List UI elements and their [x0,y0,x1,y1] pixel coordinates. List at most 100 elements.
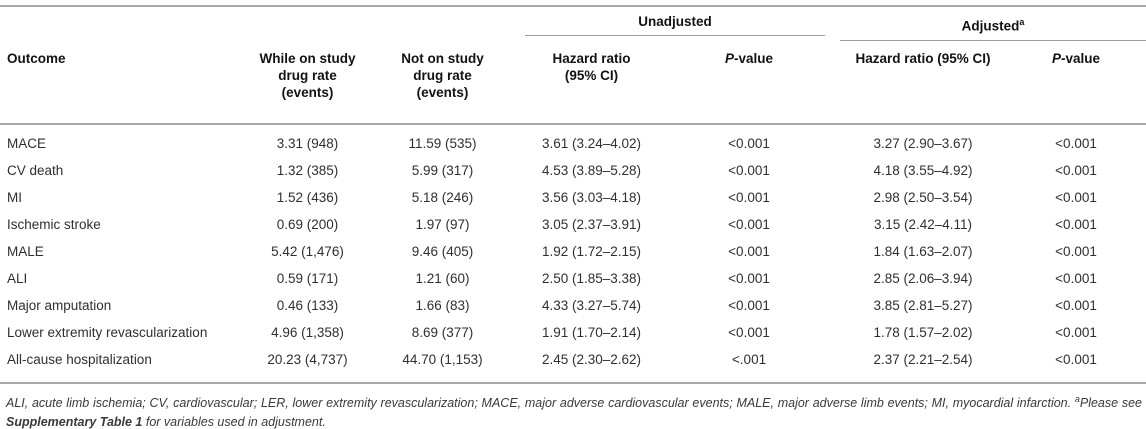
footnote-abbreviations: ALI, acute limb ischemia; CV, cardiovasc… [6,396,1075,411]
group-header-row: Unadjusted Adjusteda [0,6,1146,41]
adjusted-hr-column-header: Hazard ratio (95% CI) [840,41,1007,125]
on-drug-rate-cell: 1.32 (385) [276,163,339,178]
outcome-cell: CV death [7,163,64,178]
table-row: MALE 5.42 (1,476) 9.46 (405) 1.92 (1.72–… [0,238,1146,265]
adjusted-hr-cell: 1.84 (1.63–2.07) [873,244,973,259]
unadjusted-hr-header-line: Hazard ratio [552,51,631,66]
on-drug-rate-cell: 3.31 (948) [276,136,339,151]
outcome-cell: All-cause hospitalization [7,352,152,367]
unadjusted-hr-header-line: (95% CI) [564,68,619,83]
on-drug-rate-cell: 0.46 (133) [276,298,339,313]
outcome-column-header: Outcome [0,41,240,125]
on-drug-rate-cell: 1.52 (436) [276,190,339,205]
off-drug-rate-cell: 1.97 (97) [415,217,470,232]
table-row: Ischemic stroke 0.69 (200) 1.97 (97) 3.0… [0,211,1146,238]
unadjusted-pvalue-cell: <0.001 [728,217,770,232]
unadjusted-pvalue-cell: <0.001 [728,190,770,205]
gap-cell [825,292,840,319]
adjusted-pvalue-cell: <0.001 [1055,244,1097,259]
off-drug-header-line: (events) [416,85,469,100]
column-gap [825,41,841,125]
footnote-marker: a [1074,394,1080,404]
adjusted-pvalue-cell: <0.001 [1055,217,1097,232]
off-drug-rate-cell: 8.69 (377) [411,325,474,340]
adjusted-hr-cell: 3.15 (2.42–4.11) [873,217,973,232]
unadjusted-pvalue-column-header: P-value [673,41,826,125]
adjusted-pvalue-cell: <0.001 [1055,352,1097,367]
adjusted-pvalue-cell: <0.001 [1055,325,1097,340]
off-drug-rate-cell: 44.70 (1,153) [402,352,483,367]
gap-cell [825,157,840,184]
on-drug-rate-cell: 0.59 (171) [276,271,339,286]
table-body: MACE 3.31 (948) 11.59 (535) 3.61 (3.24–4… [0,124,1146,383]
off-drug-rate-cell: 1.66 (83) [415,298,470,313]
p-suffix: -value [734,51,774,66]
table-row: MI 1.52 (436) 5.18 (246) 3.56 (3.03–4.18… [0,184,1146,211]
hazard-ratio-table: Unadjusted Adjusteda Outcome While on st… [0,5,1146,384]
table-row: CV death 1.32 (385) 5.99 (317) 4.53 (3.8… [0,157,1146,184]
unadjusted-group-header: Unadjusted [510,6,826,41]
outcome-cell: Lower extremity revascularization [7,325,208,340]
p-italic: P [1051,51,1061,66]
adjusted-pvalue-cell: <0.001 [1055,136,1097,151]
adjusted-pvalue-cell: <0.001 [1055,190,1097,205]
adjusted-pvalue-cell: <0.001 [1055,298,1097,313]
adjusted-hr-cell: 4.18 (3.55–4.92) [873,163,973,178]
on-drug-rate-cell: 0.69 (200) [276,217,339,232]
gap-cell [825,184,840,211]
unadjusted-hr-column-header: Hazard ratio (95% CI) [510,41,673,125]
unadjusted-hr-cell: 4.53 (3.89–5.28) [541,163,642,178]
outcome-cell: Ischemic stroke [7,217,101,232]
adjusted-hr-cell: 2.85 (2.06–3.94) [873,271,973,286]
adjusted-group-label: Adjusted [961,18,1020,34]
unadjusted-pvalue-cell: <0.001 [728,271,770,286]
outcome-cell: MALE [7,244,44,259]
unadjusted-hr-cell: 3.56 (3.03–4.18) [541,190,642,205]
table-footnote: ALI, acute limb ischemia; CV, cardiovasc… [0,390,1146,429]
table-row: MACE 3.31 (948) 11.59 (535) 3.61 (3.24–4… [0,124,1146,157]
gap-cell [825,265,840,292]
on-drug-rate-column-header: While on study drug rate (events) [240,41,375,125]
outcome-cell: MI [7,190,22,205]
group-gap [825,6,840,41]
outcome-cell: MACE [7,136,47,151]
gap-cell [825,211,840,238]
unadjusted-hr-cell: 3.61 (3.24–4.02) [541,136,642,151]
unadjusted-group-label: Unadjusted [638,14,712,29]
p-suffix: -value [1061,51,1101,66]
gap-cell [825,238,840,265]
column-header-row: Outcome While on study drug rate (events… [0,41,1146,125]
unadjusted-hr-cell: 1.92 (1.72–2.15) [541,244,642,259]
off-drug-header-line: drug rate [413,68,472,83]
group-header-spacer [0,6,510,41]
table-header: Unadjusted Adjusteda Outcome While on st… [0,6,1146,125]
off-drug-rate-cell: 5.18 (246) [411,190,474,205]
adjusted-pvalue-cell: <0.001 [1055,163,1097,178]
off-drug-rate-cell: 1.21 (60) [415,271,470,286]
adjusted-hr-cell: 2.98 (2.50–3.54) [873,190,973,205]
footnote-supplementary-table-ref: Supplementary Table 1 [6,415,143,429]
adjusted-hr-cell: 1.78 (1.57–2.02) [873,325,973,340]
footnote-see-suffix: for variables used in adjustment. [142,415,326,429]
outcome-cell: Major amputation [7,298,112,313]
gap-cell [825,124,840,157]
unadjusted-pvalue-cell: <0.001 [728,325,770,340]
table-row: All-cause hospitalization 20.23 (4,737) … [0,346,1146,383]
unadjusted-pvalue-cell: <0.001 [728,163,770,178]
adjusted-footnote-marker: a [1019,17,1025,27]
on-drug-rate-cell: 4.96 (1,358) [271,325,344,340]
unadjusted-hr-cell: 2.50 (1.85–3.38) [541,271,642,286]
table-row: ALI 0.59 (171) 1.21 (60) 2.50 (1.85–3.38… [0,265,1146,292]
off-drug-rate-cell: 9.46 (405) [411,244,474,259]
unadjusted-pvalue-cell: <.001 [731,352,767,367]
outcome-cell: ALI [7,271,28,286]
adjusted-group-header: Adjusteda [840,6,1146,41]
p-italic: P [724,51,734,66]
on-drug-header-line: While on study [259,51,356,66]
adjusted-hr-cell: 3.27 (2.90–3.67) [873,136,973,151]
unadjusted-hr-cell: 3.05 (2.37–3.91) [541,217,642,232]
adjusted-hr-cell: 2.37 (2.21–2.54) [873,352,973,367]
unadjusted-pvalue-cell: <0.001 [728,298,770,313]
on-drug-header-line: (events) [281,85,334,100]
